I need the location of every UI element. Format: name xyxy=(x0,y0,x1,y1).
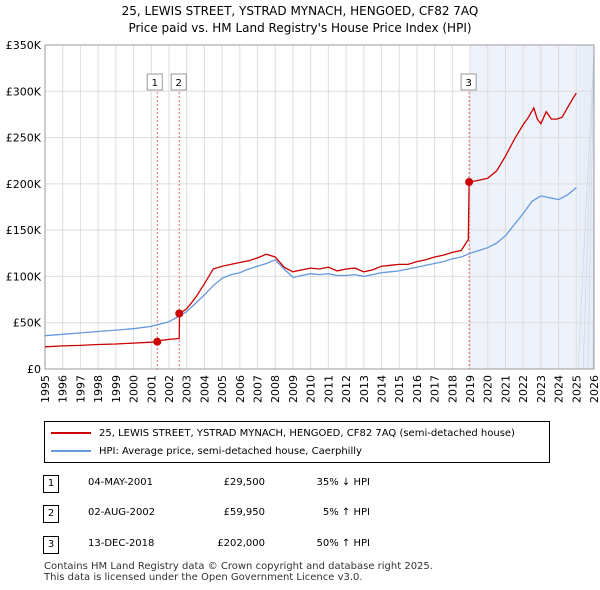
x-tick-label: 2024 xyxy=(553,375,566,403)
x-tick-label: 2020 xyxy=(482,375,495,403)
sale-hpi-diff: 35% ↓ HPI xyxy=(316,477,370,488)
sale-marker-box xyxy=(170,73,187,91)
sale-date: 13-DEC-2018 xyxy=(88,538,155,549)
x-tick-label: 2000 xyxy=(128,375,141,403)
x-tick-label: 2021 xyxy=(499,375,512,403)
x-tick-label: 1996 xyxy=(57,375,70,403)
x-tick-label: 2001 xyxy=(145,375,158,403)
x-tick-label: 2005 xyxy=(216,375,229,403)
x-tick-label: 1999 xyxy=(110,375,123,403)
sale-marker-label: 1 xyxy=(152,78,158,89)
x-tick-label: 2010 xyxy=(305,375,318,403)
sale-date: 04-MAY-2001 xyxy=(88,477,154,488)
y-tick-label: £350K xyxy=(6,39,42,52)
x-tick-label: 2006 xyxy=(234,375,247,403)
x-tick-label: 2015 xyxy=(393,375,406,403)
chart-subtitle: Price paid vs. HM Land Registry's House … xyxy=(128,21,472,35)
legend-swatch-property xyxy=(51,432,91,434)
sale-hpi-diff: 5% ↑ HPI xyxy=(322,507,370,518)
y-tick-label: £300K xyxy=(6,85,42,98)
forecast-hatch xyxy=(582,48,595,370)
forecast-hatch xyxy=(587,48,595,370)
x-tick-label: 1995 xyxy=(39,375,52,403)
x-tick-label: 2018 xyxy=(446,375,459,403)
x-tick-label: 2019 xyxy=(464,375,477,403)
y-tick-label: £0 xyxy=(27,363,41,376)
footer-licence: This data is licensed under the Open Gov… xyxy=(44,572,363,583)
sale-marker-label: 3 xyxy=(465,78,471,89)
legend-label-hpi: HPI: Average price, semi-detached house,… xyxy=(99,445,362,457)
y-tick-label: £100K xyxy=(6,270,42,283)
property-series-line xyxy=(44,92,577,348)
x-tick-label: 2009 xyxy=(287,375,300,403)
sale-marker-box xyxy=(146,73,163,91)
sale-point xyxy=(175,309,184,318)
sale-hpi-diff: 50% ↑ HPI xyxy=(316,538,370,549)
forecast-hatch xyxy=(577,48,595,370)
sale-point xyxy=(465,178,474,187)
x-tick-label: 2016 xyxy=(411,375,424,403)
sale-number-badge: 2 xyxy=(43,505,59,523)
hpi-series-line xyxy=(44,187,577,337)
x-tick-label: 2011 xyxy=(322,375,335,403)
x-tick-label: 2007 xyxy=(252,375,265,403)
x-tick-label: 1997 xyxy=(74,375,87,403)
legend-swatch-hpi xyxy=(51,450,91,452)
x-tick-label: 2023 xyxy=(535,375,548,403)
plot-frame xyxy=(44,44,595,370)
x-tick-label: 2004 xyxy=(198,375,211,403)
x-tick-label: 2014 xyxy=(375,375,388,403)
x-tick-label: 1998 xyxy=(92,375,105,403)
legend: 25, LEWIS STREET, YSTRAD MYNACH, HENGOED… xyxy=(44,421,550,463)
sale-price: £29,500 xyxy=(223,477,265,488)
y-tick-label: £50K xyxy=(13,317,42,330)
sale-number-badge: 1 xyxy=(43,475,59,493)
y-tick-label: £250K xyxy=(6,132,42,145)
footer: Contains HM Land Registry data © Crown c… xyxy=(44,561,433,583)
sale-marker-box xyxy=(460,73,477,91)
x-tick-label: 2003 xyxy=(181,375,194,403)
sale-price: £202,000 xyxy=(217,538,265,549)
x-tick-label: 2012 xyxy=(340,375,353,403)
sale-marker-label: 2 xyxy=(176,78,182,89)
x-tick-label: 2017 xyxy=(429,375,442,403)
legend-label-property: 25, LEWIS STREET, YSTRAD MYNACH, HENGOED… xyxy=(99,427,515,439)
chart-title-address: 25, LEWIS STREET, YSTRAD MYNACH, HENGOED… xyxy=(121,4,479,18)
legend-item-property: 25, LEWIS STREET, YSTRAD MYNACH, HENGOED… xyxy=(51,425,515,441)
y-tick-label: £150K xyxy=(6,224,42,237)
x-tick-label: 2025 xyxy=(570,375,583,403)
x-tick-label: 2022 xyxy=(517,375,530,403)
sale-price: £59,950 xyxy=(223,507,265,518)
sale-number-badge: 3 xyxy=(43,536,59,554)
x-tick-label: 2008 xyxy=(269,375,282,403)
sale-date: 02-AUG-2002 xyxy=(88,507,156,518)
legend-item-hpi: HPI: Average price, semi-detached house,… xyxy=(51,443,362,459)
y-tick-label: £200K xyxy=(6,178,42,191)
footer-copyright: Contains HM Land Registry data © Crown c… xyxy=(44,561,433,572)
price-chart: £0 £50K £100K £150K £200K £250K £300K £350K 1995… xyxy=(6,39,600,403)
x-tick-label: 2026 xyxy=(588,375,600,403)
sale-point xyxy=(153,337,162,346)
x-tick-label: 2013 xyxy=(358,375,371,403)
x-tick-label: 2002 xyxy=(163,375,176,403)
